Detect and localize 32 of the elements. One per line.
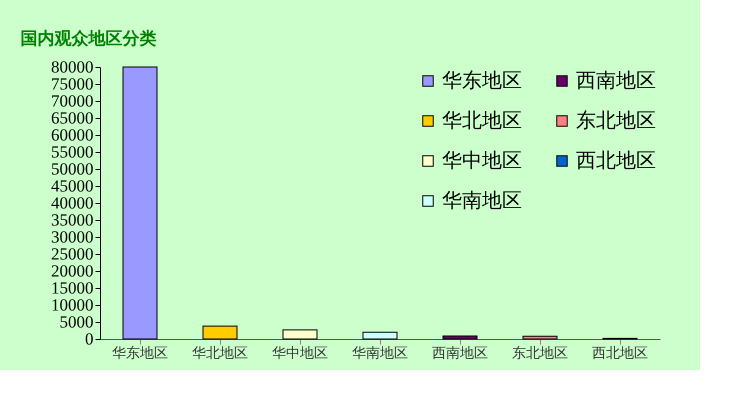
y-tick-label: 5000 (60, 312, 94, 332)
legend-label: 东北地区 (576, 108, 656, 132)
y-tick-label: 0 (85, 330, 94, 348)
x-tick-label: 华东地区 (112, 346, 168, 362)
y-tick-label: 60000 (51, 126, 94, 144)
x-tick-label: 华南地区 (352, 346, 408, 362)
y-tick-label: 15000 (51, 278, 94, 298)
y-tick-label: 40000 (51, 194, 94, 212)
y-tick-label: 30000 (51, 228, 94, 246)
y-tick-label: 25000 (51, 244, 94, 264)
legend-label: 华南地区 (442, 188, 522, 212)
legend-label: 华东地区 (442, 68, 522, 92)
chart-title: 国内观众地区分类 (20, 29, 156, 49)
legend-label: 西南地区 (576, 68, 656, 92)
legend-label: 西北地区 (576, 148, 656, 172)
y-tick-label: 20000 (51, 262, 94, 280)
x-tick-label: 西南地区 (432, 346, 488, 362)
y-tick-label: 70000 (51, 92, 94, 110)
y-tick-label: 75000 (51, 74, 94, 94)
x-tick-label: 华北地区 (192, 346, 248, 362)
y-tick-label: 50000 (51, 160, 94, 178)
y-tick-label: 55000 (51, 142, 94, 162)
x-tick-label: 东北地区 (512, 346, 568, 362)
y-tick-label: 65000 (51, 108, 94, 128)
y-tick-label: 10000 (51, 296, 94, 314)
y-tick-label: 45000 (51, 176, 94, 196)
legend-label: 华中地区 (442, 148, 522, 172)
legend-label: 华北地区 (442, 108, 522, 132)
y-tick-label: 35000 (51, 210, 94, 230)
x-tick-label: 西北地区 (592, 346, 648, 362)
x-tick-label: 华中地区 (272, 346, 328, 362)
y-tick-label: 80000 (51, 58, 94, 76)
